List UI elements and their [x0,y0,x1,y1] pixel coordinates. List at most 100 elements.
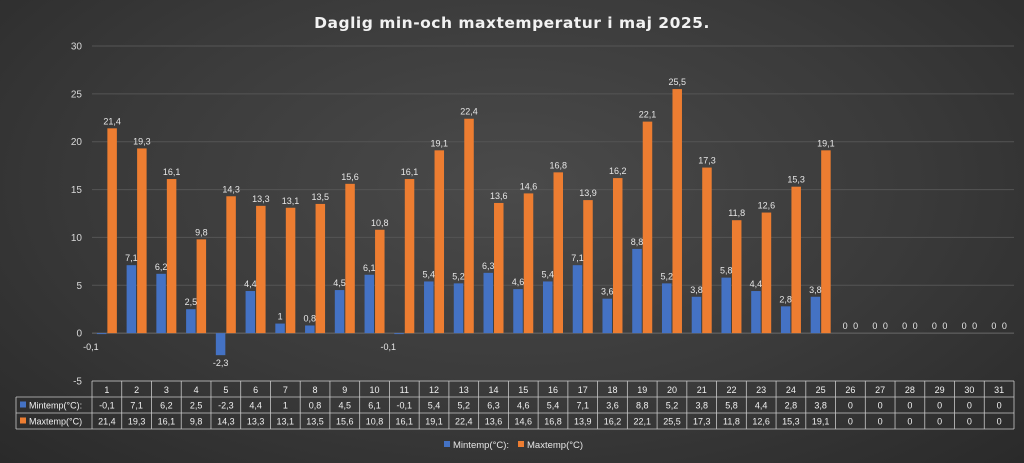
data-label: -0,1 [83,342,99,352]
data-table: 1 2 3 4 5 6 7 8 9 10 11 12 13 14 15 16 17 18 19 20 21 22 23 24 2… [15,380,1015,430]
data-label: -0,1 [381,342,397,352]
data-label: -2,3 [213,358,229,368]
min-temp-bar [691,296,702,334]
data-label: 0 [902,321,907,331]
table-cell: 15,6 [336,417,354,427]
table-cell: 0 [878,417,883,427]
max-temp-bar [494,202,504,334]
data-label: 0 [872,321,877,331]
data-label: 14,6 [520,181,538,191]
data-label: 13,9 [579,188,597,198]
category-label: 10 [370,385,380,395]
table-cell: 8,8 [636,401,649,411]
category-label: 20 [667,385,677,395]
legend-min-label: Mintemp(°C): [453,440,509,451]
table-cell: 13,1 [277,417,295,427]
category-label: 29 [935,385,945,395]
series-name: Mintemp(°C): [29,401,82,411]
data-label: 6,1 [363,263,376,273]
table-cell: 13,5 [306,417,324,427]
table-cell: 13,3 [247,417,265,427]
data-label: 17,3 [698,156,716,166]
category-label: 17 [578,385,588,395]
legend-key [20,417,26,424]
category-label: 14 [489,385,499,395]
max-temp-bar [791,186,801,334]
min-temp-bar [810,296,821,334]
category-label: 31 [994,385,1004,395]
table-cell: 4,4 [249,401,262,411]
data-label: 5,2 [452,271,465,281]
chart-title: Daglig min-och maxtemperatur i maj 2025. [314,14,710,32]
table-cell: 16,1 [158,417,176,427]
table-cell: 7,1 [130,401,143,411]
data-label: 14,3 [222,184,240,194]
data-label: 4,5 [333,278,346,288]
min-temp-bar [721,277,731,334]
data-label: 21,4 [103,116,121,126]
data-label: 0 [962,321,967,331]
table-cell: 7,1 [576,401,589,411]
table-cell: 6,2 [160,401,173,411]
table-cell: 22,4 [455,417,473,427]
table-cell: 22,1 [633,417,651,427]
data-label: 7,1 [571,253,584,263]
data-label: 13,6 [490,191,508,201]
data-label: 16,8 [549,160,567,170]
table-cell: 2,8 [785,401,798,411]
data-label: 3,8 [690,285,703,295]
y-tick-label: 15 [71,185,83,196]
max-temp-bar [345,183,355,334]
table-cell: 14,3 [217,417,235,427]
min-temp-bar [394,333,404,335]
table-cell: 21,4 [98,417,116,427]
data-label: 13,3 [252,194,270,204]
category-label: 28 [905,385,915,395]
min-temp-bar [334,290,345,334]
y-tick-label: 10 [71,233,83,244]
data-label: 0 [942,321,947,331]
table-cell: 6,3 [487,401,500,411]
table-cell: 5,4 [428,401,441,411]
max-temp-bar [375,229,385,334]
legend-max-key [518,441,524,447]
table-cell: 3,6 [606,401,619,411]
data-label: 16,2 [609,166,627,176]
category-label: 3 [164,385,169,395]
min-temp-bar [424,281,434,334]
min-temp-bar [156,273,166,334]
min-temp-bar [661,283,672,334]
table-cell: 13,9 [574,417,592,427]
table-cell: 4,5 [339,401,352,411]
data-label: 5,2 [660,271,673,281]
y-tick-label: 0 [76,329,82,340]
category-label: 13 [459,385,469,395]
y-tick-label: 20 [71,137,83,148]
data-label: 6,3 [482,261,495,271]
category-label: 12 [429,385,439,395]
min-temp-bar [364,274,375,334]
category-label: 25 [816,385,826,395]
table-cell: 0 [907,417,912,427]
max-temp-bar [702,167,712,334]
max-temp-bar [612,178,623,334]
data-label: 0 [883,321,888,331]
min-temp-bar [453,283,464,334]
category-label: 2 [134,385,139,395]
y-tick-label: 5 [76,281,82,292]
table-cell: -0,1 [99,401,115,411]
min-temp-bar [245,291,256,334]
data-label: 0 [1002,321,1007,331]
category-label: 4 [194,385,199,395]
max-temp-bar [672,89,682,334]
min-temp-bar [780,306,791,334]
min-temp-bar [543,281,553,334]
data-label: 6,2 [155,262,168,272]
data-label: 4,4 [244,279,257,289]
category-label: 27 [875,385,885,395]
y-tick-label: 30 [71,42,83,53]
category-label: 23 [756,385,766,395]
max-temp-bar [434,150,445,334]
data-label: 19,3 [133,136,151,146]
table-cell: 16,1 [396,417,414,427]
